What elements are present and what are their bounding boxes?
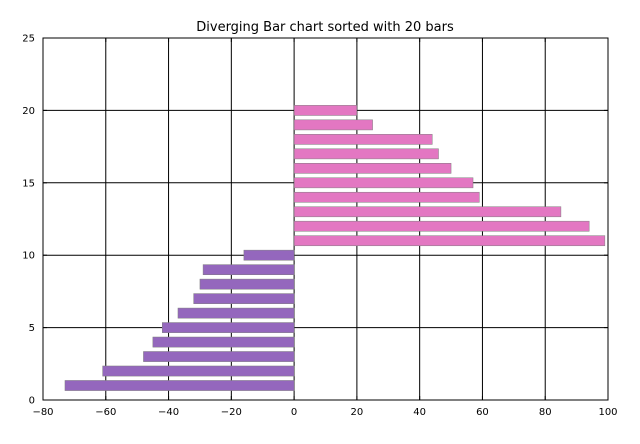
bar (293, 119, 373, 131)
y-tick-label: 5 (29, 323, 35, 334)
y-tick-label: 15 (22, 178, 35, 189)
bar (243, 249, 295, 261)
y-tick-label: 25 (22, 34, 35, 45)
y-tick-label: 10 (22, 251, 35, 262)
y-tick-label: 20 (22, 106, 35, 117)
chart-title: Diverging Bar chart sorted with 20 bars (196, 20, 454, 35)
axis-ticks: −80 −60 −40 −20 0 20 40 60 80 100 0 5 10 15 20 25 (22, 34, 617, 419)
y-tick-label: 0 (29, 396, 35, 407)
bar (193, 293, 295, 304)
bar (293, 206, 562, 218)
bar (202, 264, 295, 275)
bar (162, 322, 295, 333)
x-tick-label: 80 (539, 407, 552, 418)
bar (64, 380, 295, 391)
bar (293, 191, 480, 203)
x-tick-label: −40 (158, 407, 179, 418)
bar (293, 105, 358, 116)
x-tick-label: 20 (351, 407, 364, 418)
bar (199, 278, 295, 290)
bar (293, 220, 590, 232)
x-tick-label: 100 (598, 407, 617, 418)
x-tick-label: 0 (291, 407, 297, 418)
x-tick-label: −20 (221, 407, 242, 418)
plot-frame (42, 37, 609, 401)
x-tick-label: −60 (95, 407, 116, 418)
bars (64, 105, 606, 391)
bar (293, 134, 433, 145)
bar (293, 177, 474, 189)
x-tick-label: 60 (476, 407, 489, 418)
bar (293, 235, 606, 247)
bar (152, 336, 295, 348)
bar (293, 148, 439, 160)
bar (293, 163, 452, 174)
x-tick-label: 40 (413, 407, 426, 418)
bar (177, 307, 295, 319)
grid-lines (42, 37, 609, 401)
bar (143, 351, 295, 362)
bar (102, 365, 295, 377)
x-tick-label: −80 (32, 407, 53, 418)
